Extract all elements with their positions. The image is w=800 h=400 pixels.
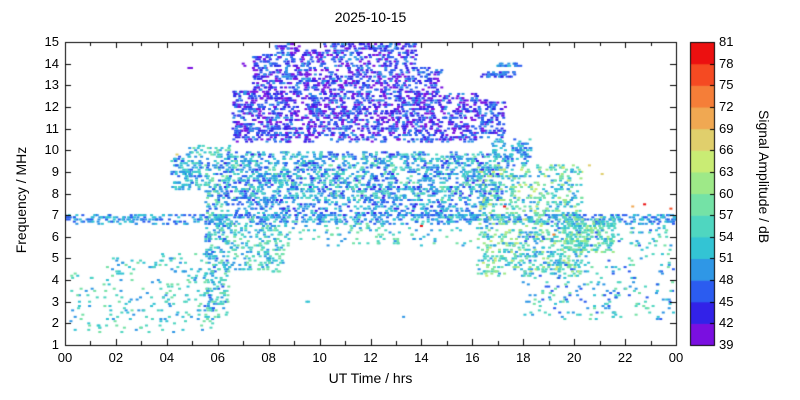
y-tick-label: 14 [44,55,59,71]
x-tick-label: 20 [566,350,582,365]
x-tick-label: 16 [465,350,480,365]
y-tick-label: 7 [51,207,59,223]
y-tick-label: 6 [51,228,59,244]
y-tick-label: 10 [44,142,59,158]
colorbar-tick-label: 60 [719,185,734,201]
x-tick-label: 00 [668,350,684,365]
y-tick-label: 2 [51,315,59,331]
x-tick-label: 12 [363,350,378,365]
colorbar-tick-label: 63 [719,163,734,179]
x-tick-label: 14 [414,350,429,365]
y-tick-label: 12 [44,98,59,114]
colorbar-tick-label: 72 [719,98,734,114]
y-tick-label: 11 [45,120,60,136]
colorbar-tick-label: 69 [719,120,734,136]
colorbar-tick-label: 66 [719,142,734,158]
x-tick-label: 08 [261,350,276,365]
x-axis-label: UT Time / hrs [328,370,413,386]
y-tick-label: 5 [51,250,59,266]
colorbar-tick-label: 51 [719,250,734,266]
x-tick-label: 04 [159,350,175,365]
x-tick-label: 18 [516,350,531,365]
colorbar-tick-label: 45 [719,293,734,309]
x-tick-label: 02 [108,350,124,365]
y-tick-label: 1 [51,337,59,352]
colorbar-tick-label: 42 [719,315,734,331]
x-tick-label: 22 [617,350,633,365]
colorbar-tick-label: 57 [719,207,734,223]
x-tick-label: 00 [57,350,73,365]
y-tick-label: 15 [44,34,59,49]
y-tick-label: 4 [51,272,59,288]
colorbar-tick-label: 39 [719,337,734,352]
x-tick-label: 06 [210,350,225,365]
x-tick-label: 10 [312,350,327,365]
y-tick-label: 3 [51,293,59,309]
chart-title: 2025-10-15 [334,9,407,25]
y-tick-label: 9 [51,163,59,179]
colorbar-tick-label: 48 [719,272,734,288]
colorbar-tick-label: 81 [719,34,734,49]
y-tick-label: 13 [44,77,59,93]
colorbar-tick-label: 54 [719,228,734,244]
y-tick-label: 8 [51,185,59,201]
colorbar-tick-label: 75 [719,77,734,93]
colorbar-label: Signal Amplitude / dB [756,110,772,244]
colorbar-tick-label: 78 [719,55,734,71]
